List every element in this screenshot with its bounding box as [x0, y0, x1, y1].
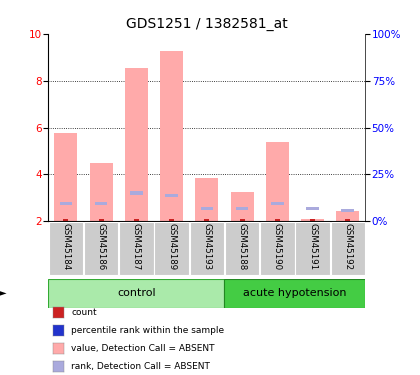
Bar — [205, 219, 209, 221]
Bar — [84, 222, 118, 275]
Text: GSM45184: GSM45184 — [61, 224, 71, 271]
Bar — [49, 222, 83, 275]
Bar — [169, 219, 174, 221]
Bar — [90, 163, 113, 221]
Bar — [301, 219, 324, 221]
Bar — [134, 219, 139, 221]
Bar — [55, 134, 77, 221]
Bar — [60, 202, 72, 206]
Bar — [130, 191, 143, 195]
Bar — [119, 222, 154, 275]
Text: value, Detection Call = ABSENT: value, Detection Call = ABSENT — [71, 344, 215, 353]
Text: GSM45187: GSM45187 — [132, 224, 141, 271]
Text: GSM45190: GSM45190 — [273, 224, 282, 270]
Bar — [224, 279, 365, 308]
Bar — [236, 207, 248, 210]
Text: GSM45192: GSM45192 — [343, 224, 352, 270]
Bar — [225, 222, 259, 275]
Bar — [331, 222, 365, 275]
Text: count: count — [71, 308, 97, 317]
Bar — [231, 192, 254, 221]
Text: percentile rank within the sample: percentile rank within the sample — [71, 326, 225, 335]
Bar — [295, 222, 330, 275]
Bar — [125, 68, 148, 221]
Text: GSM45191: GSM45191 — [308, 224, 317, 270]
Bar — [345, 219, 350, 221]
Bar — [275, 219, 280, 221]
Bar — [160, 51, 183, 221]
Text: rank, Detection Call = ABSENT: rank, Detection Call = ABSENT — [71, 362, 210, 371]
Bar — [201, 207, 213, 210]
Bar — [341, 209, 354, 213]
Bar — [271, 202, 284, 206]
Bar — [266, 142, 289, 221]
Text: acute hypotension: acute hypotension — [243, 288, 346, 298]
Text: stress ►: stress ► — [0, 288, 6, 298]
Title: GDS1251 / 1382581_at: GDS1251 / 1382581_at — [126, 17, 288, 32]
Text: control: control — [117, 288, 156, 298]
Bar — [95, 202, 108, 206]
Text: GSM45193: GSM45193 — [202, 224, 211, 270]
Bar — [310, 219, 315, 221]
Bar — [239, 219, 244, 221]
Bar — [63, 219, 68, 221]
Bar — [189, 222, 224, 275]
Bar — [165, 194, 178, 197]
Bar — [155, 222, 189, 275]
Text: GSM45186: GSM45186 — [97, 224, 106, 271]
Text: GSM45188: GSM45188 — [238, 224, 247, 271]
Bar — [195, 178, 218, 221]
Text: GSM45189: GSM45189 — [167, 224, 176, 270]
Bar — [48, 279, 224, 308]
Bar — [336, 211, 359, 221]
Bar — [99, 219, 104, 221]
Bar — [260, 222, 294, 275]
Bar — [306, 207, 319, 210]
